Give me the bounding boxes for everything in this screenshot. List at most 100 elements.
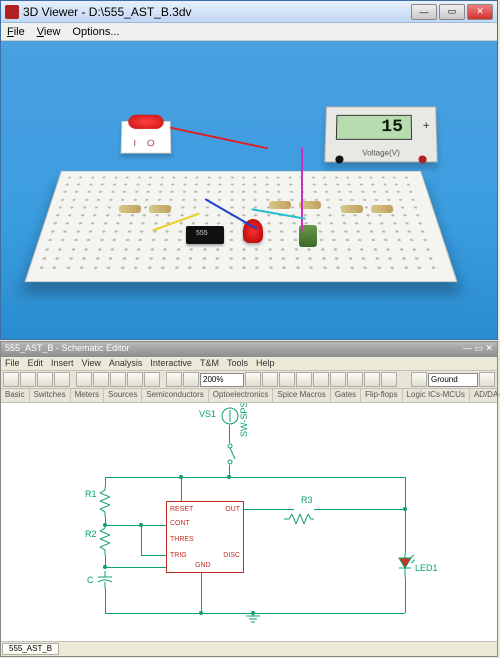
schematic-menubar: File Edit Insert View Analysis Interacti…	[1, 357, 497, 371]
toolbar-button[interactable]	[37, 372, 53, 387]
maximize-button[interactable]: ▭	[439, 4, 465, 20]
menu-item[interactable]: File	[5, 358, 20, 369]
label-c: C	[87, 575, 94, 585]
switch-symbol	[223, 443, 237, 465]
3d-viewer-window: 3D Viewer - D:\555_AST_B.3dv — ▭ ✕ File …	[0, 0, 498, 340]
resistor-symbol	[100, 487, 110, 517]
toolbar-button[interactable]	[296, 372, 312, 387]
toolbar-button[interactable]	[479, 372, 495, 387]
comp-tab[interactable]: Optoelectronics	[209, 389, 274, 402]
schematic-canvas[interactable]: VS1 SW-SPST1 R1 R2 C RESET	[1, 403, 497, 641]
ic-555-symbol: RESET CONT THRES TRIG GND OUT DISC	[166, 501, 244, 573]
schematic-titlebar[interactable]: 555_AST_B - Schematic Editor — ▭ ✕	[1, 342, 497, 357]
toolbar-button[interactable]	[144, 372, 160, 387]
pin-thres: THRES	[170, 536, 194, 543]
app-icon	[5, 5, 19, 19]
resistor-component	[149, 205, 171, 213]
comp-tab[interactable]: Switches	[30, 389, 71, 402]
menu-file[interactable]: File	[7, 26, 25, 38]
window-title: 3D Viewer - D:\555_AST_B.3dv	[23, 5, 411, 19]
node	[403, 507, 407, 511]
toolbar-button[interactable]	[166, 372, 182, 387]
toolbar-button[interactable]	[262, 372, 278, 387]
resistor-component	[269, 201, 291, 209]
menu-item[interactable]: Edit	[28, 358, 44, 369]
minimize-button[interactable]: —	[411, 4, 437, 20]
ic-555	[186, 226, 224, 244]
comp-tab[interactable]: Flip-flops	[361, 389, 402, 402]
comp-tab[interactable]: Meters	[71, 389, 104, 402]
menu-item[interactable]: Help	[256, 358, 275, 369]
wire	[405, 577, 406, 613]
wire	[105, 567, 166, 568]
ground-combo[interactable]: Ground	[428, 373, 478, 387]
toolbar-button[interactable]	[347, 372, 363, 387]
comp-tab[interactable]: Logic ICs-MCUs	[403, 389, 470, 402]
toolbar-button[interactable]	[381, 372, 397, 387]
toolbar-button[interactable]	[110, 372, 126, 387]
menu-item[interactable]: Tools	[227, 358, 248, 369]
wire	[405, 477, 406, 553]
close-button[interactable]: ✕	[467, 4, 493, 20]
wire	[141, 525, 142, 555]
pin-cont: CONT	[170, 520, 190, 527]
zoom-combo[interactable]: 200%	[200, 373, 244, 387]
status-tab[interactable]: 555_AST_B	[2, 643, 59, 655]
toolbar-button[interactable]	[313, 372, 329, 387]
3d-viewport[interactable]: I O 15 + Voltage(V)	[1, 41, 497, 339]
menu-view[interactable]: View	[37, 26, 61, 38]
switch-labels: I O	[122, 139, 171, 149]
resistor-component	[371, 205, 393, 213]
component-tabs: Basic Switches Meters Sources Semiconduc…	[1, 389, 497, 403]
resistor-symbol	[284, 514, 314, 524]
schematic-title: 555_AST_B - Schematic Editor	[5, 343, 130, 356]
menu-options[interactable]: Options...	[72, 26, 119, 38]
capacitor-symbol	[98, 571, 112, 589]
node	[139, 523, 143, 527]
toolbar-button[interactable]	[364, 372, 380, 387]
pin-out: OUT	[225, 506, 240, 513]
terminal-pos	[418, 155, 426, 163]
comp-tab[interactable]: Basic	[1, 389, 30, 402]
pin-disc: DISC	[223, 552, 240, 559]
toolbar-button[interactable]	[93, 372, 109, 387]
comp-tab[interactable]: Spice Macros	[273, 389, 330, 402]
statusbar: 555_AST_B	[1, 641, 497, 656]
toolbar-button[interactable]	[183, 372, 199, 387]
comp-tab[interactable]: Semiconductors	[142, 389, 208, 402]
menubar: File View Options...	[1, 23, 497, 41]
menu-item[interactable]: T&M	[200, 358, 219, 369]
menu-item[interactable]: Interactive	[150, 358, 192, 369]
label-r3: R3	[301, 495, 313, 505]
titlebar[interactable]: 3D Viewer - D:\555_AST_B.3dv — ▭ ✕	[1, 1, 497, 23]
menu-item[interactable]: Analysis	[109, 358, 143, 369]
comp-tab[interactable]: Gates	[331, 389, 361, 402]
toolbar-button[interactable]	[330, 372, 346, 387]
switch-component: I O	[121, 121, 172, 154]
toolbar-main: 200% Ground	[1, 371, 497, 389]
comp-tab[interactable]: AD/DA-555	[470, 389, 500, 402]
menu-item[interactable]: Insert	[51, 358, 74, 369]
schematic-win-buttons[interactable]: — ▭ ✕	[463, 343, 493, 356]
breadboard	[24, 171, 457, 282]
toolbar-button[interactable]	[3, 372, 19, 387]
toolbar-button[interactable]	[411, 372, 427, 387]
label-led1: LED1	[415, 563, 438, 573]
label-vs1: VS1	[199, 409, 216, 419]
toolbar-button[interactable]	[20, 372, 36, 387]
toolbar-button[interactable]	[279, 372, 295, 387]
switch-button	[128, 115, 164, 129]
led-symbol	[395, 553, 415, 577]
wire	[314, 509, 405, 510]
toolbar-button[interactable]	[245, 372, 261, 387]
toolbar-button[interactable]	[127, 372, 143, 387]
wire	[105, 477, 405, 478]
toolbar-button[interactable]	[54, 372, 70, 387]
wire	[201, 573, 202, 613]
wire	[105, 525, 166, 526]
comp-tab[interactable]: Sources	[104, 389, 142, 402]
toolbar-button[interactable]	[76, 372, 92, 387]
pin-gnd: GND	[195, 562, 211, 569]
wire	[141, 555, 166, 556]
menu-item[interactable]: View	[82, 358, 101, 369]
